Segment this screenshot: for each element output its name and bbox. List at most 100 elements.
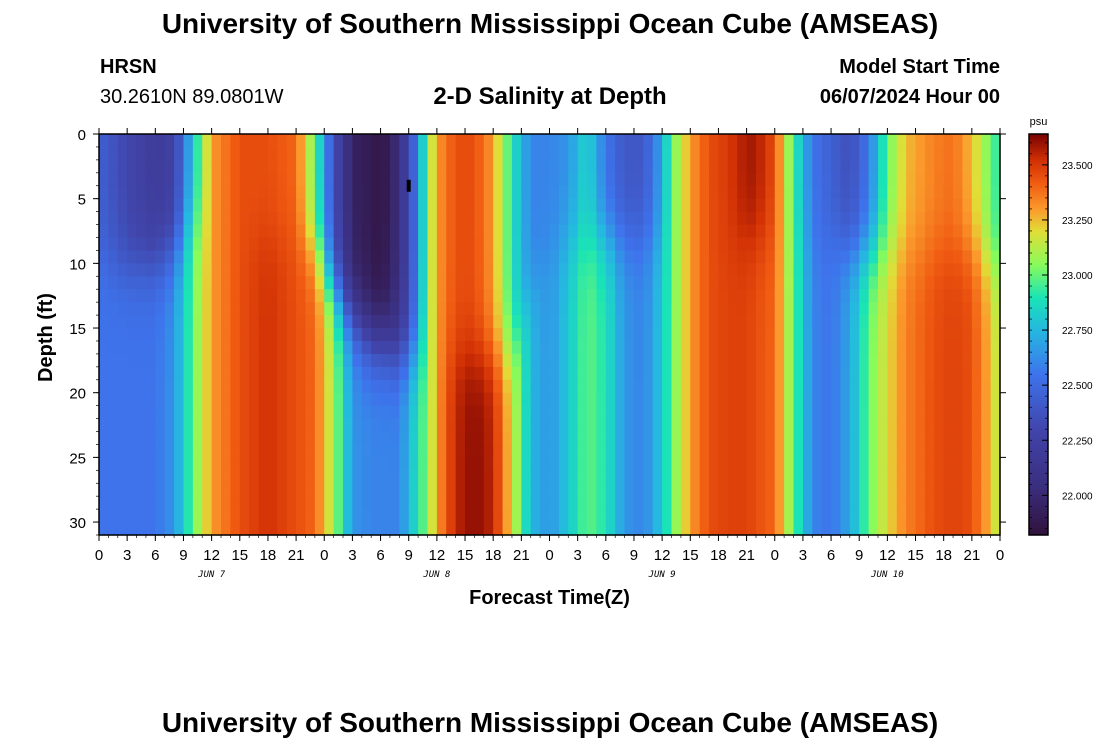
heatmap-cell: [258, 172, 269, 187]
heatmap-cell: [521, 302, 532, 316]
heatmap-cell: [305, 198, 316, 213]
colorbar-segment: [1029, 474, 1048, 478]
heatmap-cell: [258, 134, 269, 148]
heatmap-cell: [127, 263, 138, 277]
heatmap-cell: [793, 483, 804, 497]
colorbar-segment: [1029, 482, 1048, 486]
heatmap-cell: [117, 289, 128, 303]
station-coordinates: 30.2610N 89.0801W: [100, 86, 284, 108]
heatmap-cell: [568, 418, 579, 433]
heatmap-cell: [662, 302, 673, 316]
heatmap-cell: [971, 172, 982, 187]
heatmap-cell: [821, 431, 832, 446]
heatmap-cell: [877, 185, 888, 200]
heatmap-cell: [859, 457, 870, 471]
heatmap-cell: [934, 146, 945, 161]
heatmap-cell: [343, 250, 354, 264]
heatmap-cell: [868, 315, 879, 329]
heatmap-cell: [446, 224, 457, 239]
heatmap-cell: [277, 328, 288, 342]
heatmap-cell: [249, 302, 260, 316]
heatmap-cell: [399, 328, 410, 342]
heatmap-cell: [371, 185, 382, 200]
heatmap-cell: [389, 289, 400, 303]
heatmap-cell: [127, 159, 138, 174]
heatmap-cell: [211, 405, 222, 420]
heatmap-cell: [605, 366, 616, 381]
heatmap-cell: [633, 172, 644, 187]
heatmap-cell: [530, 470, 541, 484]
heatmap-cell: [971, 366, 982, 381]
heatmap-cell: [718, 263, 729, 277]
heatmap-cell: [568, 146, 579, 161]
colorbar-segment: [1029, 326, 1048, 330]
heatmap-cell: [577, 509, 588, 523]
heatmap-cell: [934, 276, 945, 290]
heatmap-cell: [99, 496, 109, 510]
heatmap-cell: [859, 328, 870, 342]
heatmap-cell: [934, 405, 945, 420]
heatmap-cell: [877, 418, 888, 433]
heatmap-cell: [558, 405, 569, 420]
heatmap-cell: [192, 211, 203, 226]
heatmap-cell: [530, 172, 541, 187]
heatmap-cell: [746, 366, 757, 381]
heatmap-cell: [962, 522, 973, 536]
heatmap-cell: [699, 470, 710, 484]
heatmap-cell: [446, 366, 457, 381]
heatmap-cell: [286, 405, 297, 420]
colorbar-segment: [1029, 524, 1048, 528]
heatmap-cell: [540, 328, 551, 342]
colorbar-segment: [1029, 231, 1048, 235]
heatmap-cell: [371, 237, 382, 252]
heatmap-cell: [690, 315, 701, 329]
heatmap-cell: [802, 470, 813, 484]
heatmap-cell: [352, 509, 363, 523]
heatmap-cell: [877, 379, 888, 394]
heatmap-cell: [924, 237, 935, 252]
heatmap-cell: [221, 250, 231, 264]
heatmap-cell: [296, 211, 307, 226]
heatmap-cell: [652, 496, 663, 510]
heatmap-cell: [258, 146, 269, 161]
heatmap-cell: [296, 250, 307, 264]
heatmap-cell: [249, 146, 260, 161]
heatmap-cell: [155, 237, 166, 252]
heatmap-cell: [568, 134, 579, 148]
heatmap-cell: [568, 366, 579, 381]
heatmap-cell: [427, 198, 438, 213]
heatmap-cell: [727, 276, 738, 290]
heatmap-cell: [896, 418, 907, 433]
heatmap-cell: [108, 444, 119, 458]
heatmap-cell: [371, 315, 382, 329]
heatmap-cell: [343, 457, 354, 471]
heatmap-cell: [887, 263, 898, 277]
heatmap-cell: [934, 392, 945, 407]
heatmap-cell: [962, 237, 973, 252]
heatmap-cell: [211, 146, 222, 161]
heatmap-cell: [887, 211, 898, 226]
heatmap-cell: [483, 431, 494, 446]
heatmap-cell: [784, 250, 795, 264]
heatmap-cell: [239, 392, 250, 407]
heatmap-cell: [371, 366, 382, 381]
x-tick-label: 12: [654, 547, 671, 564]
colorbar-segment: [1029, 509, 1048, 513]
heatmap-cell: [230, 263, 241, 277]
heatmap-cell: [183, 392, 194, 407]
heatmap-cell: [446, 483, 457, 497]
heatmap-cell: [446, 289, 457, 303]
colorbar-tick-label: 22.500: [1062, 381, 1093, 392]
heatmap-cell: [183, 444, 194, 458]
heatmap-cell: [727, 457, 738, 471]
heatmap-cell: [718, 353, 729, 368]
heatmap-cell: [643, 379, 654, 394]
heatmap-cell: [380, 444, 391, 458]
heatmap-cell: [239, 237, 250, 252]
heatmap-cell: [540, 379, 551, 394]
heatmap-cell: [540, 198, 551, 213]
heatmap-cell: [202, 289, 213, 303]
heatmap-cell: [352, 392, 363, 407]
heatmap-cell: [840, 211, 851, 226]
heatmap-cell: [136, 522, 147, 536]
